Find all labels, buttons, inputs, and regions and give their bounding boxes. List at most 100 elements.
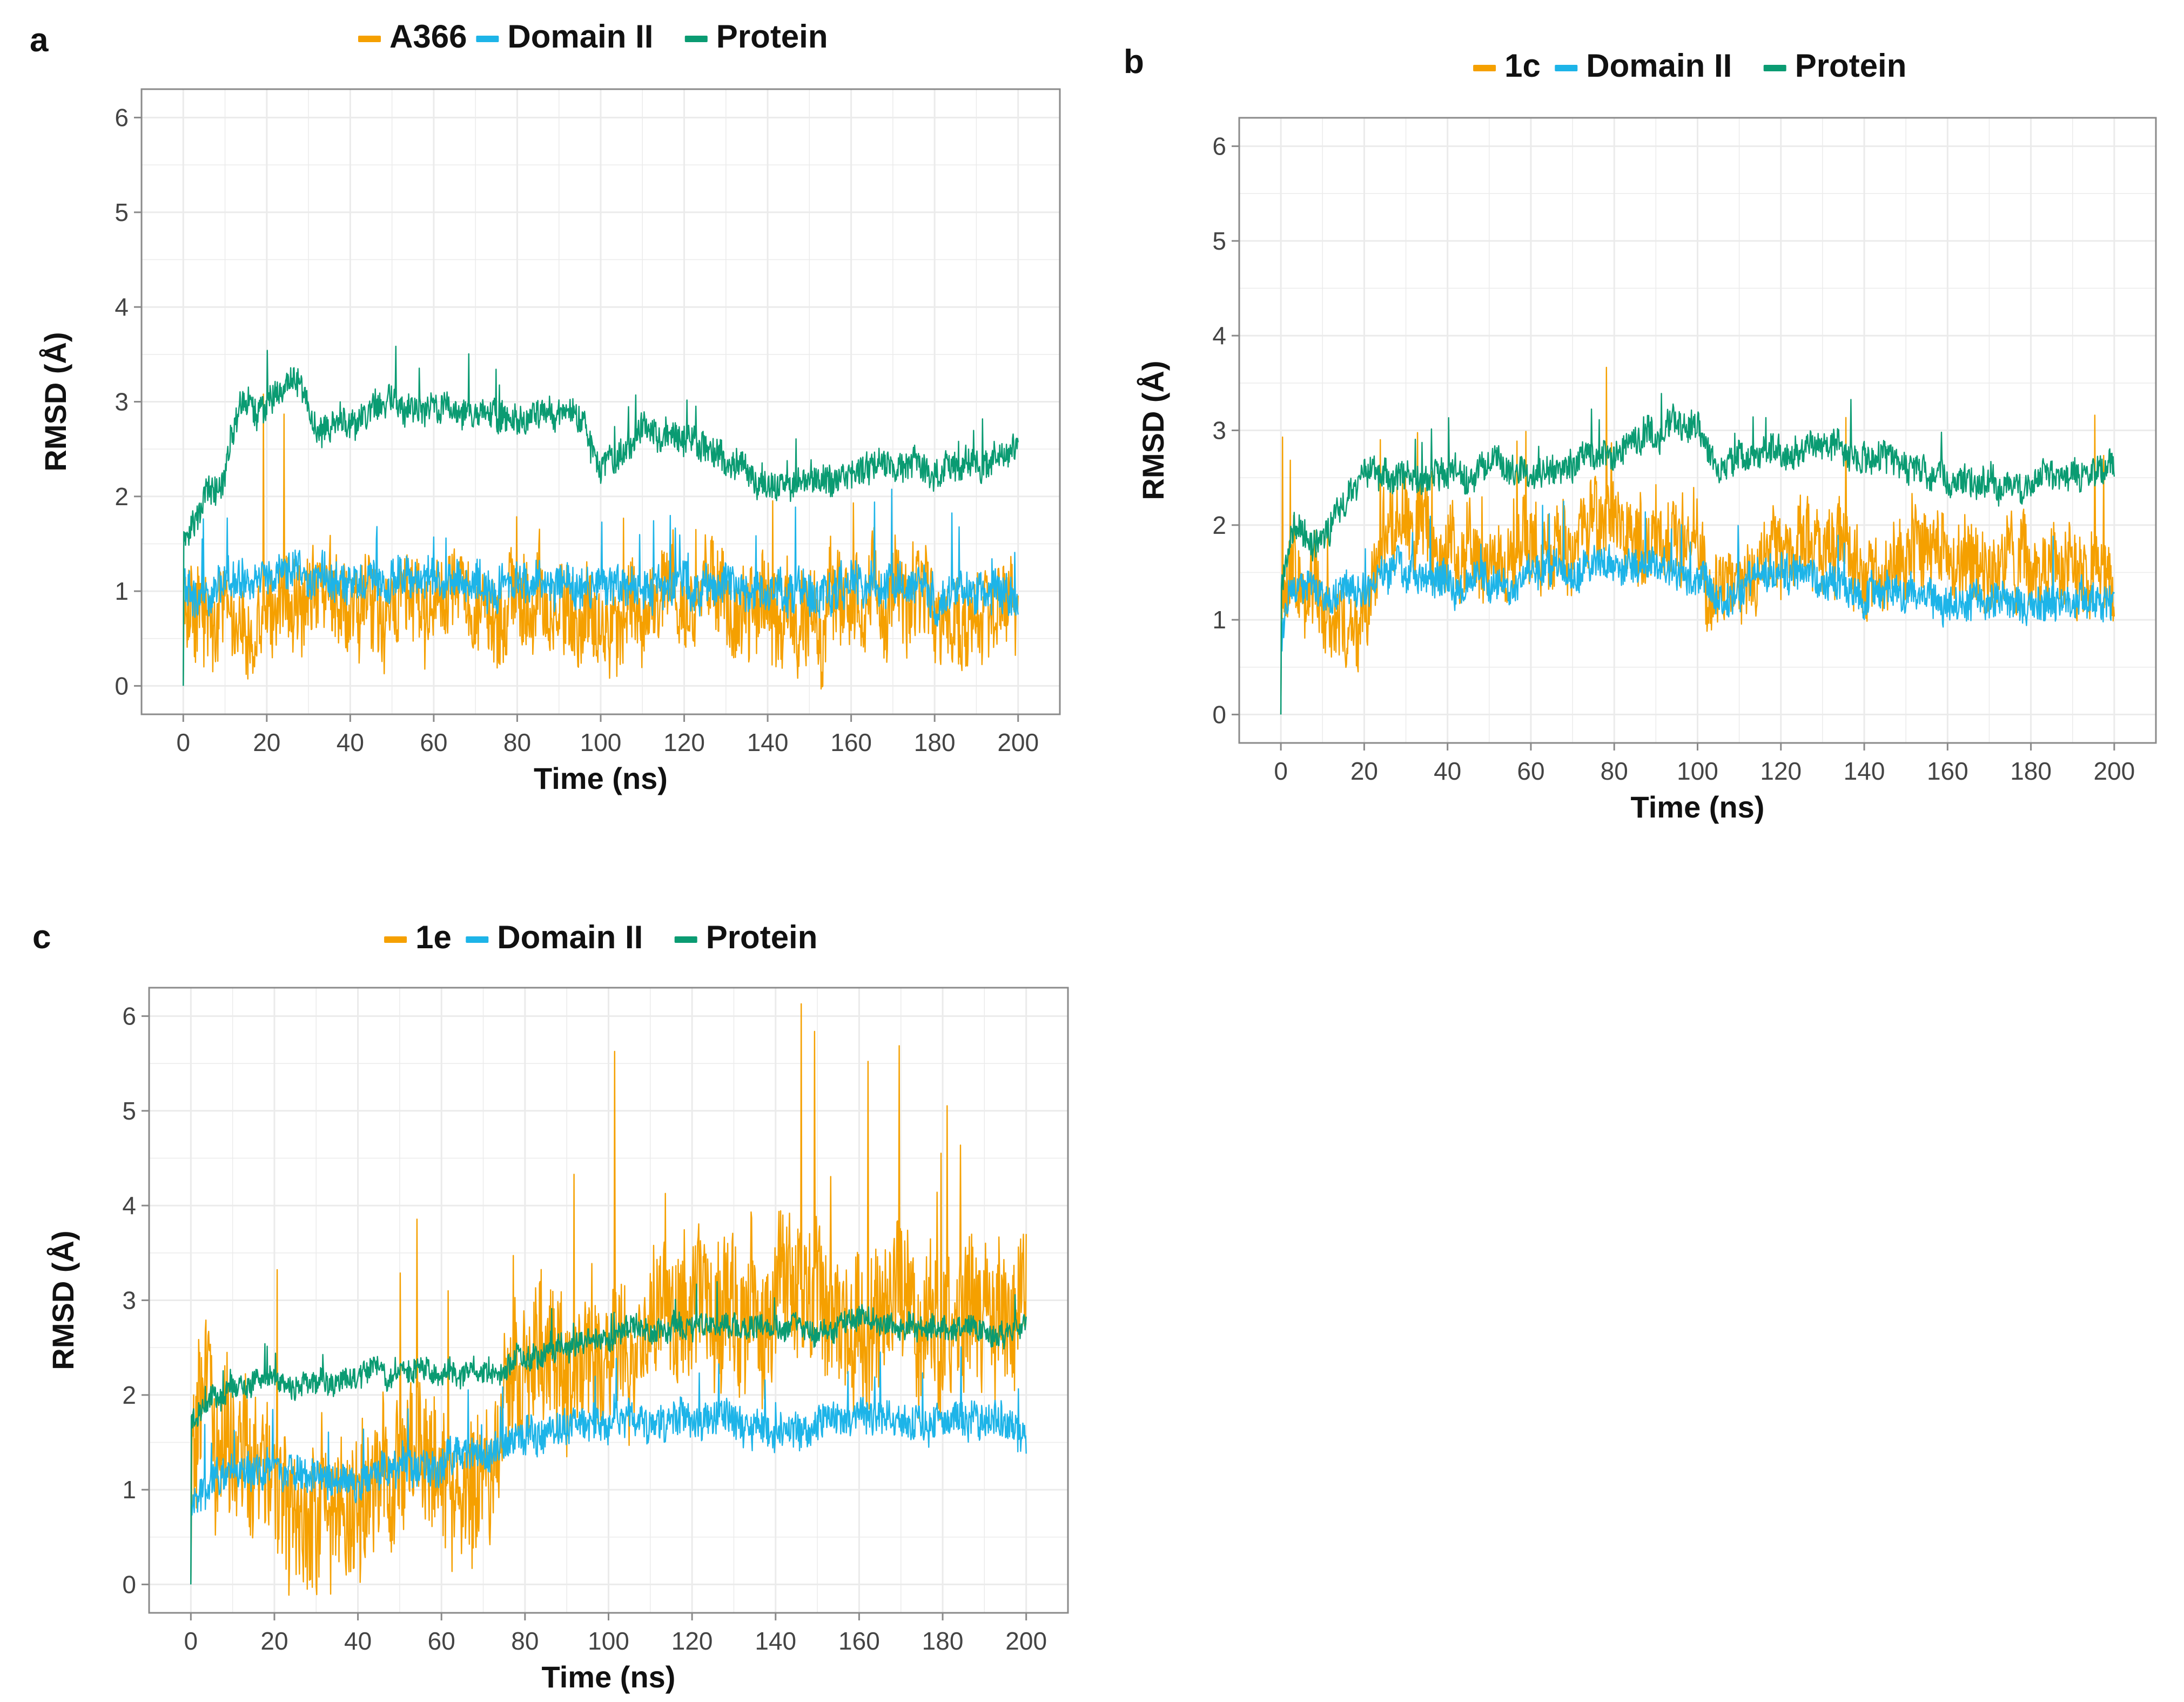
x-tick-label: 120 [1760,757,1802,785]
panel-c: c 0 20 40 60 80 100 120 140 160 180 200 0 1 2 3 4 5 6 Time … [32,919,1069,1694]
y-tick-label: 5 [122,1097,136,1125]
x-tick-label: 40 [337,728,364,756]
series-line-domain-ii [190,1346,1027,1585]
legend-label: 1e [415,919,452,955]
x-axis-title: Time (ns) [534,761,668,795]
y-tick-label: 6 [1212,132,1226,160]
x-tick-label: 140 [747,728,789,756]
y-tick-label: 6 [115,104,129,132]
series-group [1280,366,2115,715]
x-tick-label: 60 [420,728,447,756]
y-tick-label: 2 [115,483,129,511]
x-tick-label: 40 [344,1627,372,1655]
legend-key-protein [1763,65,1786,71]
x-tick-label: 160 [830,728,872,756]
y-tick-label: 5 [1212,227,1226,255]
legend-key-1c [1473,65,1496,71]
y-tick-label: 4 [1212,321,1226,350]
series-line-protein [1280,393,2115,715]
x-tick-label: 60 [1517,757,1544,785]
y-tick-label: 3 [122,1286,136,1315]
x-tick-label: 200 [997,728,1039,756]
y-tick-label: 1 [122,1476,136,1504]
y-tick-label: 4 [115,293,129,321]
x-tick-label: 20 [253,728,280,756]
y-tick-label: 0 [1212,700,1226,728]
x-tick-label: 0 [184,1627,198,1655]
x-tick-label: 80 [511,1627,539,1655]
legend-key-a366 [358,36,381,42]
y-tick-label: 2 [1212,511,1226,539]
x-tick-label: 120 [663,728,705,756]
y-tick-label: 6 [122,1002,136,1030]
y-axis-title: RMSD (Å) [46,1230,80,1370]
legend-label: Protein [706,919,818,955]
x-tick-label: 140 [755,1627,796,1655]
y-tick-label: 5 [115,198,129,226]
y-tick-label: 0 [115,672,129,700]
x-tick-label: 0 [176,728,190,756]
x-tick-label: 0 [1274,757,1288,785]
series-line-protein [190,1281,1027,1585]
x-tick-label: 100 [588,1627,629,1655]
y-axis-title: RMSD (Å) [38,332,72,471]
x-axis-title: Time (ns) [542,1660,676,1694]
x-tick-label: 180 [914,728,956,756]
legend-label: Domain II [497,919,643,955]
y-axis-title: RMSD (Å) [1136,360,1170,500]
panel-label: a [30,22,49,59]
y-tick-label: 4 [122,1191,136,1219]
x-axis-title: Time (ns) [1631,790,1765,824]
x-tick-label: 140 [1844,757,1885,785]
x-tick-label: 160 [838,1627,880,1655]
legend-key-domain-ii [1555,65,1578,71]
series-line-protein [183,345,1019,686]
series-group [190,1003,1027,1596]
legend-label: A366 [389,18,467,55]
x-tick-label: 100 [580,728,622,756]
legend-key-domain-ii [466,936,489,943]
legend-label: 1c [1504,48,1541,84]
axis-ticks: 0 20 40 60 80 100 120 140 160 180 200 0 1 2 3 4 5 6 [1212,132,2135,785]
legend: A366 Domain II Protein [358,18,828,55]
legend-key-protein [674,936,697,943]
axis-ticks: 0 20 40 60 80 100 120 140 160 180 200 0 1 2 3 4 5 6 [122,1002,1047,1655]
x-tick-label: 180 [2010,757,2052,785]
series-line-a366 [183,393,1019,690]
legend-label: Domain II [507,18,653,55]
x-tick-label: 60 [428,1627,455,1655]
series-line-1e [190,1003,1027,1596]
x-tick-label: 20 [1350,757,1378,785]
x-tick-label: 120 [671,1627,713,1655]
x-tick-label: 80 [503,728,531,756]
legend: 1c Domain II Protein [1473,48,1906,84]
x-tick-label: 200 [1005,1627,1047,1655]
x-tick-label: 80 [1601,757,1628,785]
legend: 1e Domain II Protein [384,919,817,955]
y-tick-label: 1 [1212,606,1226,634]
panel-a: a 0 20 40 60 80 100 120 140 160 180 200 0 1 2 3 4 5 6 Time … [30,18,1061,795]
x-tick-label: 40 [1434,757,1461,785]
series-group [183,345,1019,690]
x-tick-label: 20 [260,1627,288,1655]
legend-key-protein [684,36,708,42]
legend-label: Protein [1795,48,1907,84]
panel-label: c [32,919,51,956]
x-tick-label: 180 [922,1627,964,1655]
panel-b: b 0 20 40 60 80 100 120 140 160 180 200 0 1 2 3 4 5 6 Time … [1124,43,2157,824]
x-tick-label: 100 [1677,757,1718,785]
y-tick-label: 1 [115,577,129,605]
y-tick-label: 3 [1212,417,1226,445]
series-line-domain-ii [1280,500,2115,715]
axis-ticks: 0 20 40 60 80 100 120 140 160 180 200 0 1 2 3 4 5 6 [115,104,1039,756]
y-tick-label: 2 [122,1381,136,1409]
series-line-domain-ii [183,488,1019,686]
x-tick-label: 200 [2093,757,2135,785]
legend-label: Protein [716,18,828,55]
legend-label: Domain II [1586,48,1732,84]
panel-label: b [1124,43,1144,81]
legend-key-domain-ii [476,36,499,42]
x-tick-label: 160 [1927,757,1968,785]
